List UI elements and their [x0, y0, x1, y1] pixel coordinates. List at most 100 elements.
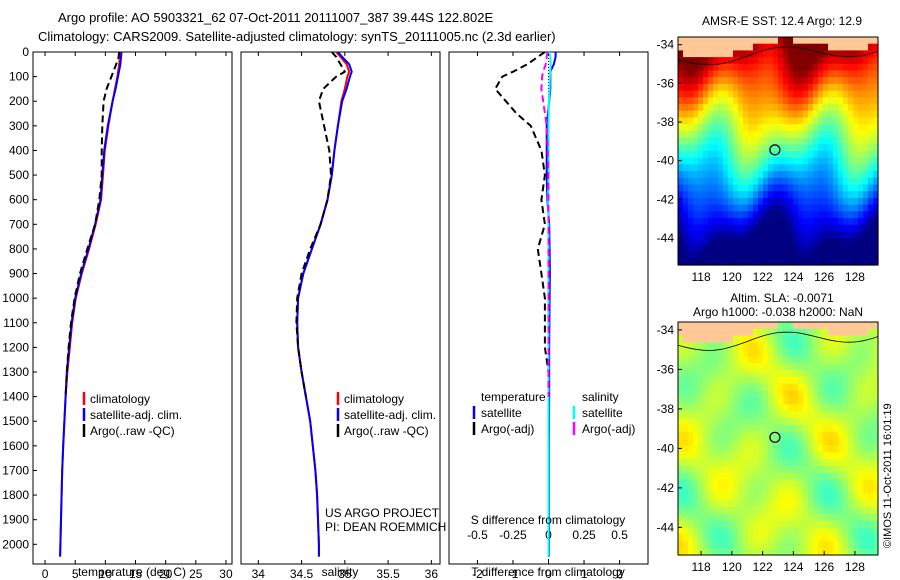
map-cell	[753, 472, 759, 481]
map-cell	[858, 459, 864, 467]
map-cell	[683, 57, 689, 65]
map-cell	[838, 431, 844, 440]
map-cell	[848, 137, 854, 145]
map-cell	[783, 104, 789, 112]
map-cell	[798, 144, 804, 152]
map-cell	[773, 356, 779, 364]
map-cell	[678, 204, 684, 212]
map-cell	[753, 238, 759, 246]
map-cell	[783, 349, 789, 357]
map-cell	[693, 500, 699, 508]
map-cell	[693, 417, 699, 426]
map-cell	[838, 459, 844, 467]
map-cell	[828, 500, 834, 508]
map-cell	[743, 57, 749, 65]
map-cell	[768, 177, 774, 186]
map-cell	[873, 500, 879, 508]
map-cell	[738, 77, 744, 85]
map-cell	[833, 144, 839, 152]
map-cell	[848, 424, 854, 433]
map-cell	[708, 110, 714, 119]
map-cell	[748, 57, 754, 65]
map-cell	[728, 431, 734, 440]
map-cell	[848, 548, 854, 556]
map-cell	[868, 238, 874, 246]
map-cell	[858, 70, 864, 78]
map-cell	[803, 465, 809, 474]
map-cell	[753, 424, 759, 433]
map-cell	[858, 548, 864, 556]
map-cell	[723, 349, 729, 357]
map-cell	[853, 513, 859, 522]
map-cell	[793, 151, 799, 159]
map-cell	[713, 534, 719, 542]
map-cell	[738, 376, 744, 385]
map-cell	[803, 459, 809, 467]
map-cell	[678, 397, 684, 405]
map-cell	[693, 130, 699, 139]
map-cell	[688, 520, 694, 529]
map-cell	[698, 130, 704, 139]
map-cell	[828, 507, 834, 515]
map-cell	[758, 527, 764, 536]
s-difference-label: S difference from climatology	[471, 513, 626, 527]
map-cell	[793, 376, 799, 385]
map-cell	[858, 63, 864, 72]
map-cell	[723, 411, 729, 419]
map-cell	[763, 144, 769, 152]
map-cell	[758, 493, 764, 501]
map-cell	[763, 527, 769, 536]
map-cell	[763, 486, 769, 494]
map-cell	[683, 500, 689, 508]
map-cell	[813, 184, 819, 192]
map-cell	[718, 104, 724, 112]
map-cell	[703, 438, 709, 446]
map-cell	[788, 238, 794, 246]
map-cell	[698, 117, 704, 125]
map-cell	[863, 50, 869, 58]
map-cell	[863, 342, 869, 351]
map-cell	[873, 452, 879, 460]
map-cell	[708, 404, 714, 412]
map-cell	[678, 328, 684, 337]
map-cell	[773, 369, 779, 378]
map-cell	[808, 411, 814, 419]
map-cell	[723, 204, 729, 212]
map-cell	[853, 37, 859, 45]
map-cell	[798, 493, 804, 501]
map-cell	[683, 97, 689, 105]
map-cell	[823, 445, 829, 453]
map-cell	[833, 177, 839, 186]
map-cell	[828, 520, 834, 529]
map-cell	[848, 204, 854, 212]
map-cell	[713, 445, 719, 453]
map-cell	[738, 472, 744, 481]
map-cell	[768, 244, 774, 253]
map-cell	[728, 404, 734, 412]
map-cell	[753, 513, 759, 522]
map-cell	[858, 57, 864, 65]
map-cell	[753, 164, 759, 172]
map-cell	[773, 218, 779, 226]
map-cell	[773, 417, 779, 426]
map-cell	[863, 438, 869, 446]
map-cell	[868, 369, 874, 378]
map-cell	[793, 70, 799, 78]
map-cell	[763, 90, 769, 98]
map-cell	[868, 328, 874, 337]
map-cell	[743, 335, 749, 344]
map-cell	[723, 500, 729, 508]
map-cell	[738, 83, 744, 92]
map-cell	[688, 493, 694, 501]
map-cell	[798, 231, 804, 239]
map-cell	[753, 397, 759, 405]
map-cell	[678, 218, 684, 226]
map-cell	[733, 548, 739, 556]
map-cell	[758, 177, 764, 186]
map-cell	[698, 151, 704, 159]
map-cell	[728, 424, 734, 433]
map-cell	[778, 465, 784, 474]
map-cell	[813, 424, 819, 433]
temperature-panel-frame	[32, 51, 233, 565]
map-cell	[808, 397, 814, 405]
